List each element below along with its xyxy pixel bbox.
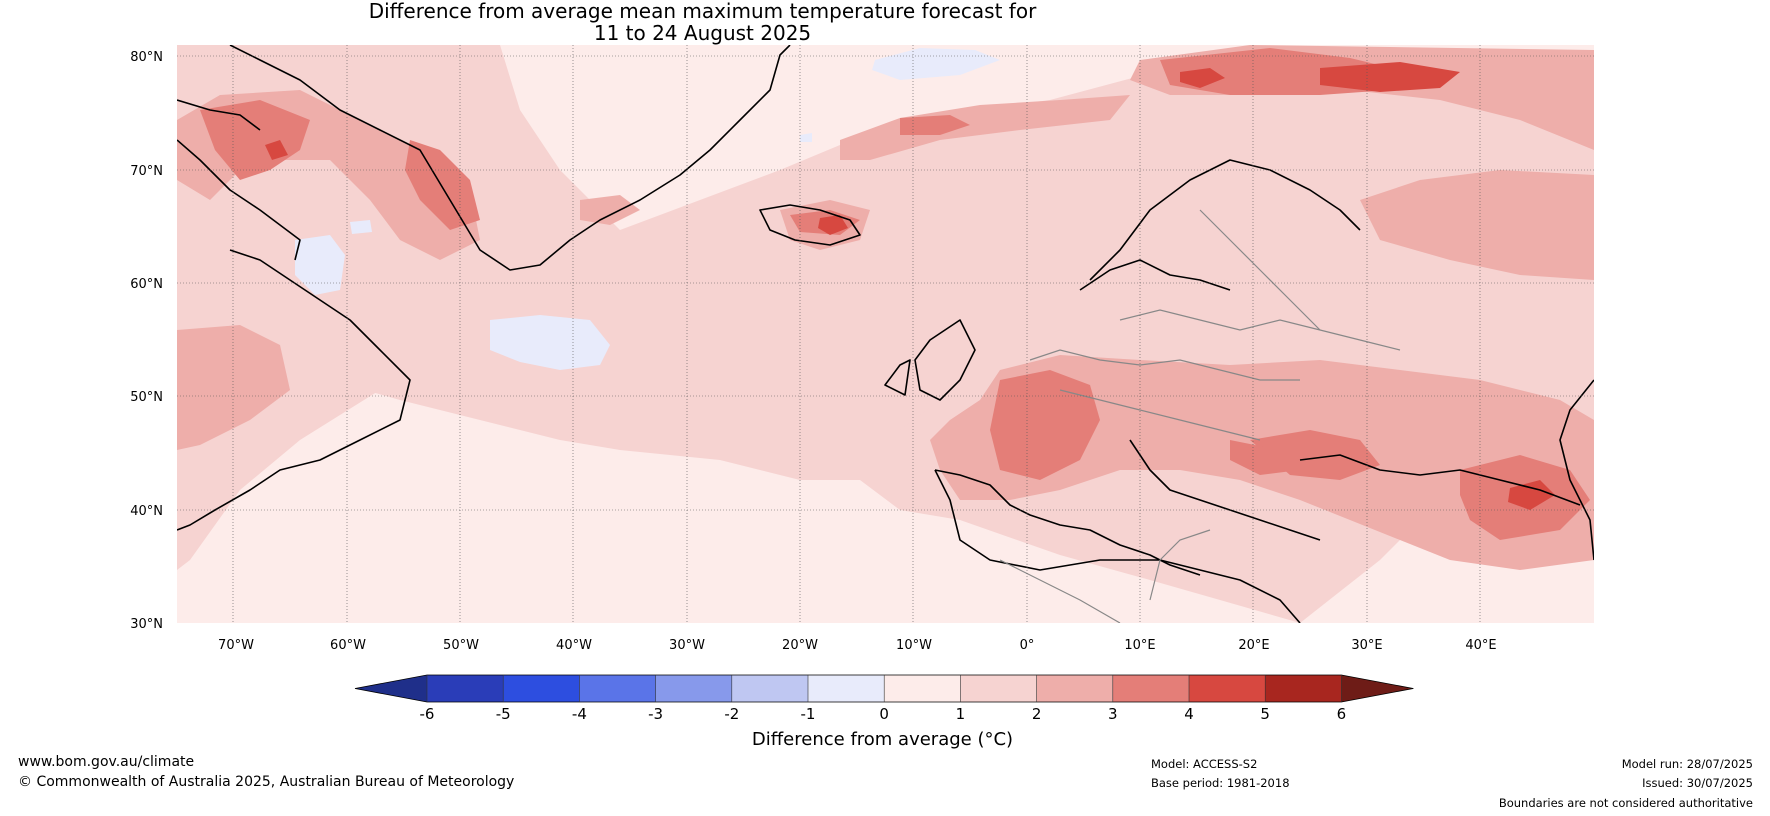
lon-label-10e: 10°E: [1124, 638, 1155, 653]
lat-label-70n: 70°N: [130, 164, 163, 179]
colorbar-swatch: [1112, 675, 1190, 702]
anomaly-field: [177, 45, 1594, 623]
colorbar-tick-label: -6: [420, 705, 435, 723]
colorbar-tick-label: -5: [496, 705, 511, 723]
colorbar-tick-label: -3: [648, 705, 663, 723]
colorbar-tick-label: 3: [1108, 705, 1118, 723]
colorbar-tick-label: 2: [1032, 705, 1042, 723]
colorbar-tick-label: 5: [1260, 705, 1270, 723]
lon-label-50w: 50°W: [443, 638, 479, 653]
lon-label-70w: 70°W: [218, 638, 254, 653]
colorbar-tick-label: 1: [956, 705, 966, 723]
copyright-text: © Commonwealth of Australia 2025, Austra…: [18, 774, 515, 790]
colorbar-tick-label: -4: [572, 705, 587, 723]
model-run-text: Model run: 28/07/2025: [1621, 757, 1753, 771]
colorbar-tick-label: -1: [801, 705, 816, 723]
lon-label-40e: 40°E: [1465, 638, 1496, 653]
colorbar-swatch: [1265, 675, 1342, 702]
lon-label-20e: 20°E: [1238, 638, 1269, 653]
colorbar-swatch: [655, 675, 733, 702]
lat-label-60n: 60°N: [130, 277, 163, 292]
base-period-text: Base period: 1981-2018: [1151, 776, 1290, 790]
colorbar-tick-label: 4: [1184, 705, 1194, 723]
colorbar: -6 -5 -4 -3 -2 -1 0 1 2 3 4 5 6: [354, 674, 1414, 723]
lon-label-30e: 30°E: [1351, 638, 1382, 653]
colorbar-tick-label: -2: [724, 705, 739, 723]
colorbar-swatch: [731, 675, 809, 702]
colorbar-swatch: [884, 675, 961, 702]
colorbar-swatch: [1036, 675, 1114, 702]
disclaimer-text: Boundaries are not considered authoritat…: [1498, 796, 1753, 810]
lat-label-50n: 50°N: [130, 390, 163, 405]
colorbar-tick-label: 0: [879, 705, 889, 723]
colorbar-swatch: [503, 675, 580, 702]
colorbar-swatch: [960, 675, 1038, 702]
lon-label-0: 0°: [1020, 638, 1035, 653]
colorbar-swatch: [427, 675, 504, 702]
colorbar-extension-high: [1341, 675, 1414, 702]
colorbar-swatch: [808, 675, 885, 702]
colorbar-swatch: [1189, 675, 1266, 702]
colorbar-tick-label: 6: [1337, 705, 1347, 723]
lon-label-40w: 40°W: [556, 638, 592, 653]
colorbar-label: Difference from average (°C): [751, 729, 1014, 750]
lon-label-30w: 30°W: [669, 638, 705, 653]
lon-label-60w: 60°W: [330, 638, 366, 653]
lat-label-80n: 80°N: [130, 50, 163, 65]
website-link[interactable]: www.bom.gov.au/climate: [18, 754, 195, 770]
lon-label-20w: 20°W: [782, 638, 818, 653]
lat-label-30n: 30°N: [130, 617, 163, 632]
lon-label-10w: 10°W: [896, 638, 932, 653]
map-title-line-1: Difference from average mean maximum tem…: [368, 0, 1037, 23]
issued-text: Issued: 30/07/2025: [1642, 776, 1753, 790]
lat-label-40n: 40°N: [130, 504, 163, 519]
model-text: Model: ACCESS-S2: [1151, 757, 1258, 771]
colorbar-swatch: [579, 675, 657, 702]
colorbar-extension-low: [355, 675, 427, 702]
map-title-line-2: 11 to 24 August 2025: [593, 21, 812, 45]
